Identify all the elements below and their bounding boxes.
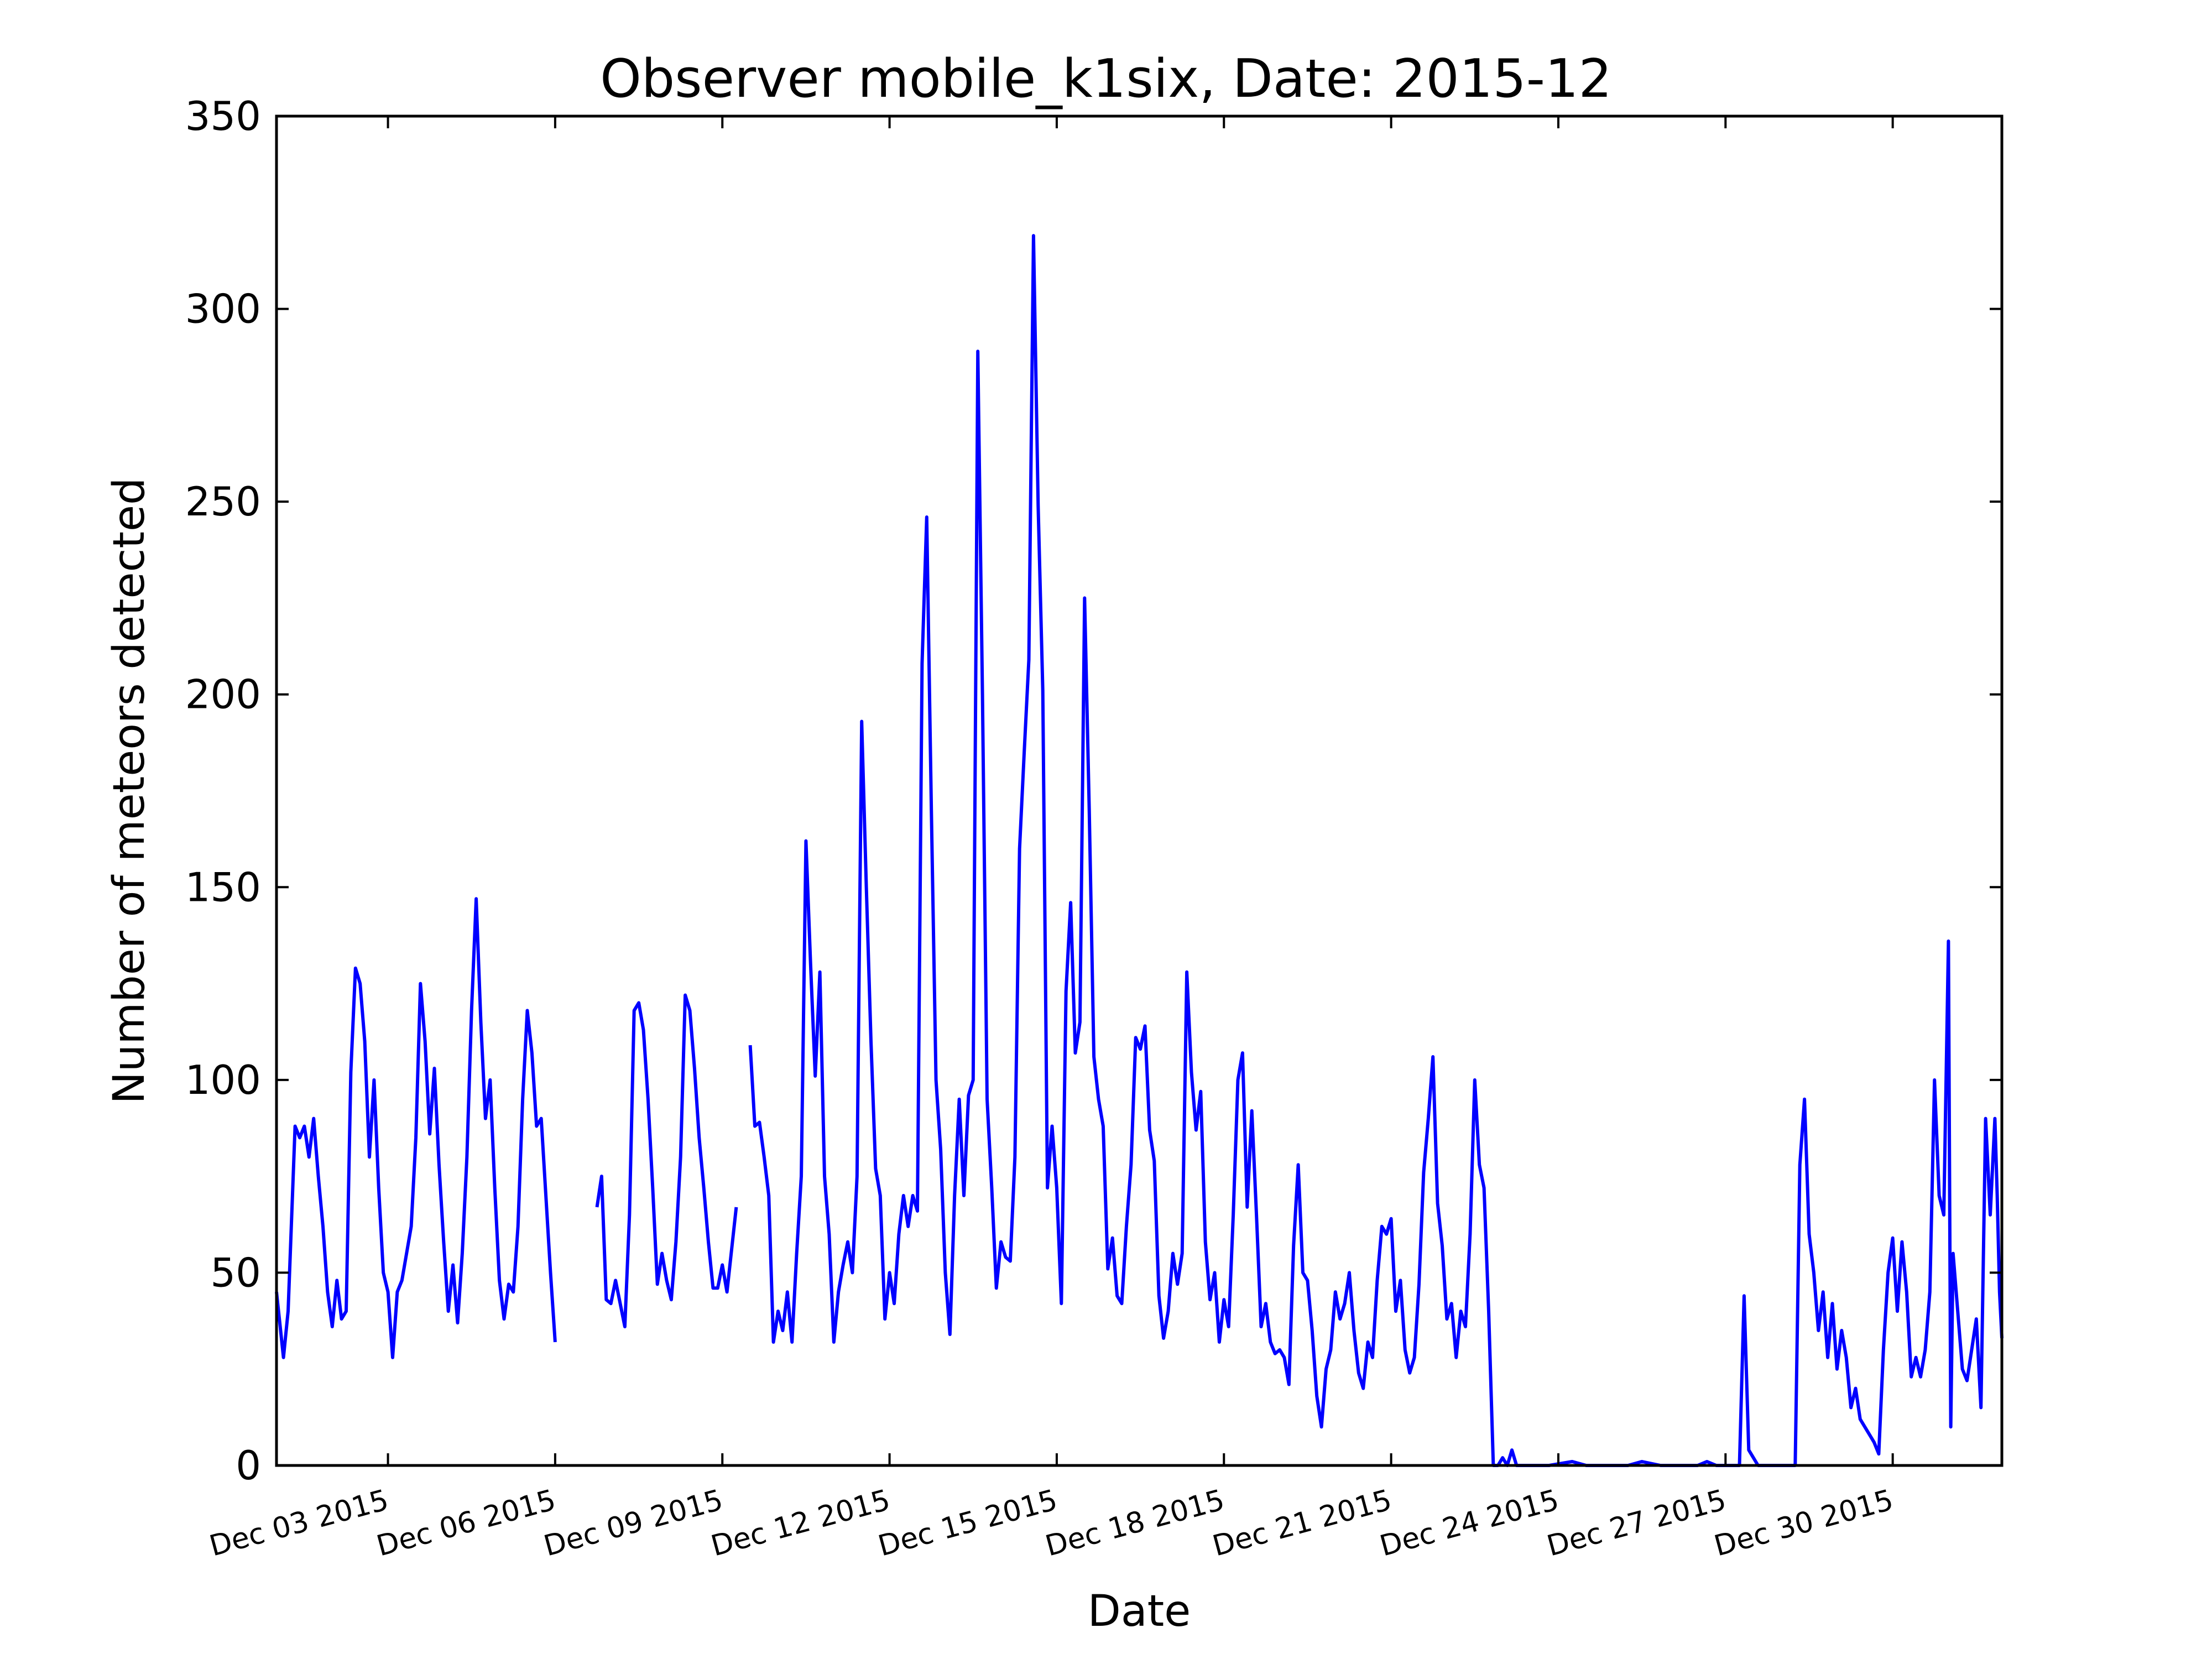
x-tick-label: Dec 06 2015 xyxy=(373,1484,559,1563)
plot-area xyxy=(275,234,2004,1467)
x-tick-label: Dec 27 2015 xyxy=(1543,1484,1729,1563)
x-tick-label: Dec 21 2015 xyxy=(1209,1484,1395,1563)
y-tick-label: 250 xyxy=(185,478,261,525)
y-tick-label: 0 xyxy=(236,1442,261,1489)
x-tick-label: Dec 24 2015 xyxy=(1376,1484,1562,1563)
series-line-segment xyxy=(595,993,738,1328)
chart-title: Observer mobile_k1six, Date: 2015-12 xyxy=(600,49,1612,109)
y-axis-label: Number of meteors detected xyxy=(105,478,154,1104)
x-tick-label: Dec 03 2015 xyxy=(206,1484,392,1563)
y-tick-label: 100 xyxy=(185,1057,261,1103)
x-tick-label: Dec 12 2015 xyxy=(708,1484,894,1563)
x-tick-label: Dec 18 2015 xyxy=(1042,1484,1228,1563)
y-tick-label: 200 xyxy=(185,671,261,718)
y-tick-label: 150 xyxy=(185,864,261,910)
x-tick-label: Dec 09 2015 xyxy=(540,1484,726,1563)
y-tick-label: 350 xyxy=(185,93,261,139)
x-tick-label: Dec 30 2015 xyxy=(1711,1484,1897,1563)
plot-frame xyxy=(275,114,2004,1467)
y-axis: 0 50 100 150 200 250 300 350 xyxy=(185,93,2002,1489)
series-line-segment xyxy=(275,897,557,1359)
x-axis-label: Date xyxy=(1088,1587,1191,1636)
series-line-segment xyxy=(748,234,2004,1467)
y-tick-label: 50 xyxy=(210,1249,261,1296)
x-tick-label: Dec 15 2015 xyxy=(875,1484,1061,1563)
y-tick-label: 300 xyxy=(185,286,261,332)
